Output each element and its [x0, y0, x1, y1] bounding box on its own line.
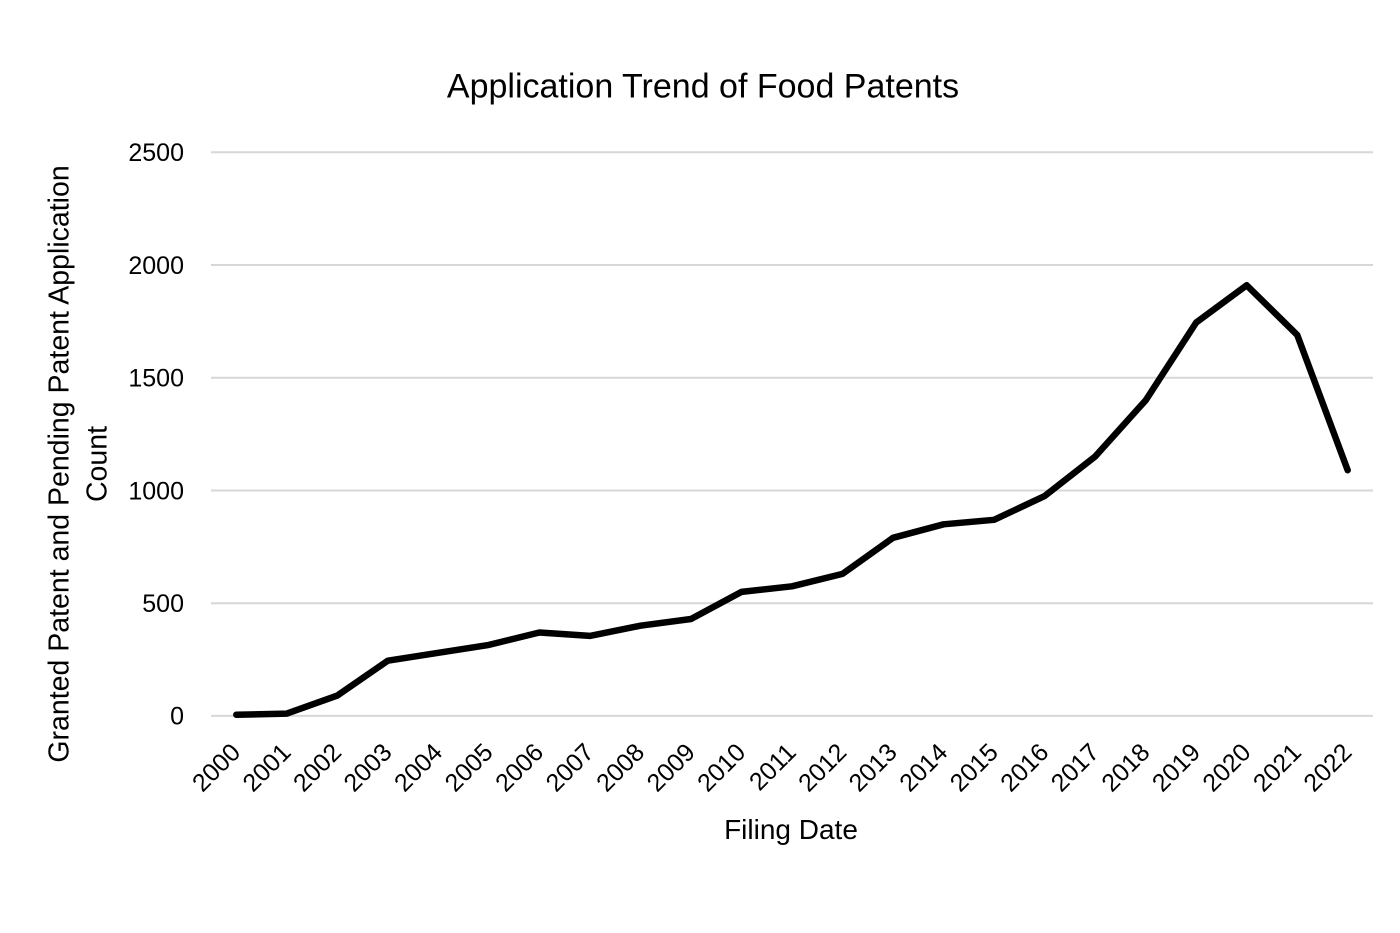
svg-text:Filing Date: Filing Date [724, 814, 858, 845]
svg-text:500: 500 [142, 590, 184, 618]
svg-text:2500: 2500 [128, 139, 184, 167]
svg-text:0: 0 [170, 703, 184, 731]
svg-text:Granted Patent and Pending Pat: Granted Patent and Pending Patent Applic… [44, 157, 114, 762]
svg-text:1500: 1500 [128, 365, 184, 393]
svg-text:Application Trend of Food Pate: Application Trend of Food Patents [447, 68, 959, 106]
svg-text:1000: 1000 [128, 477, 184, 505]
svg-text:2000: 2000 [128, 252, 184, 280]
